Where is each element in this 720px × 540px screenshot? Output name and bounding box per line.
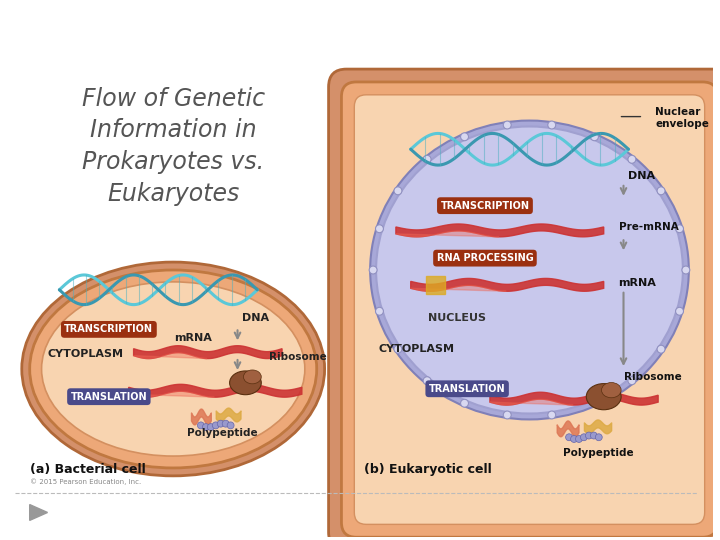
Polygon shape <box>490 392 658 405</box>
Polygon shape <box>129 392 215 397</box>
Circle shape <box>212 422 219 429</box>
Circle shape <box>570 435 577 442</box>
Text: Polypeptide: Polypeptide <box>564 448 634 458</box>
Text: RNA PROCESSING: RNA PROCESSING <box>436 253 534 263</box>
Text: Polypeptide: Polypeptide <box>187 428 258 438</box>
Text: Ribosome: Ribosome <box>269 352 327 362</box>
Circle shape <box>675 225 683 233</box>
Circle shape <box>461 399 469 407</box>
Polygon shape <box>396 231 499 237</box>
Circle shape <box>202 424 210 430</box>
Circle shape <box>394 345 402 353</box>
Text: Ribosome: Ribosome <box>624 372 681 382</box>
Ellipse shape <box>601 382 621 398</box>
FancyBboxPatch shape <box>354 95 705 524</box>
Ellipse shape <box>30 270 317 468</box>
Text: DNA: DNA <box>629 171 656 181</box>
FancyBboxPatch shape <box>328 69 720 540</box>
Text: TRANSCRIPTION: TRANSCRIPTION <box>441 201 529 211</box>
FancyBboxPatch shape <box>341 82 718 537</box>
Circle shape <box>197 422 204 429</box>
Circle shape <box>585 432 593 439</box>
Circle shape <box>580 434 588 441</box>
Text: Pre-mRNA: Pre-mRNA <box>618 222 678 232</box>
Circle shape <box>575 435 582 442</box>
Circle shape <box>423 156 431 163</box>
Circle shape <box>503 411 511 419</box>
Polygon shape <box>396 224 603 237</box>
Polygon shape <box>410 285 506 291</box>
Circle shape <box>590 399 598 407</box>
Polygon shape <box>134 346 282 359</box>
Ellipse shape <box>376 126 683 414</box>
Text: TRANSLATION: TRANSLATION <box>429 384 505 394</box>
Polygon shape <box>426 276 446 294</box>
Circle shape <box>369 266 377 274</box>
Circle shape <box>376 307 384 315</box>
Ellipse shape <box>42 282 305 456</box>
Circle shape <box>566 434 572 441</box>
Text: CYTOPLASM: CYTOPLASM <box>378 344 454 354</box>
Ellipse shape <box>243 370 261 384</box>
Circle shape <box>657 187 665 195</box>
Ellipse shape <box>370 120 689 420</box>
Text: TRANSCRIPTION: TRANSCRIPTION <box>64 325 153 334</box>
Text: © 2015 Pearson Education, Inc.: © 2015 Pearson Education, Inc. <box>30 478 141 485</box>
Circle shape <box>682 266 690 274</box>
Polygon shape <box>30 504 48 521</box>
Circle shape <box>423 377 431 384</box>
Ellipse shape <box>230 371 261 395</box>
Circle shape <box>222 420 229 427</box>
Circle shape <box>675 307 683 315</box>
Text: (a) Bacterial cell: (a) Bacterial cell <box>30 463 145 476</box>
Ellipse shape <box>586 383 621 410</box>
Text: DNA: DNA <box>243 313 269 322</box>
Text: CYTOPLASM: CYTOPLASM <box>48 349 124 359</box>
Polygon shape <box>490 399 573 405</box>
Circle shape <box>461 133 469 141</box>
Text: mRNA: mRNA <box>174 333 212 343</box>
Circle shape <box>548 121 556 129</box>
Text: Flow of Genetic
Information in
Prokaryotes vs.
Eukaryotes: Flow of Genetic Information in Prokaryot… <box>81 87 265 206</box>
Circle shape <box>590 133 598 141</box>
Circle shape <box>548 411 556 419</box>
Circle shape <box>657 345 665 353</box>
Circle shape <box>207 424 215 430</box>
Circle shape <box>628 377 636 384</box>
Polygon shape <box>129 384 302 397</box>
Text: Nuclear
envelope: Nuclear envelope <box>655 107 709 129</box>
Text: TRANSLATION: TRANSLATION <box>71 392 147 402</box>
Circle shape <box>628 156 636 163</box>
Circle shape <box>595 434 602 441</box>
Circle shape <box>503 121 511 129</box>
Circle shape <box>227 422 234 429</box>
Circle shape <box>217 420 224 427</box>
Text: mRNA: mRNA <box>618 278 657 288</box>
Ellipse shape <box>22 262 325 476</box>
Circle shape <box>590 432 598 439</box>
Circle shape <box>394 187 402 195</box>
Polygon shape <box>134 353 207 359</box>
Text: (b) Eukaryotic cell: (b) Eukaryotic cell <box>364 463 492 476</box>
Circle shape <box>376 225 384 233</box>
Polygon shape <box>410 279 603 291</box>
Text: NUCLEUS: NUCLEUS <box>428 313 485 322</box>
